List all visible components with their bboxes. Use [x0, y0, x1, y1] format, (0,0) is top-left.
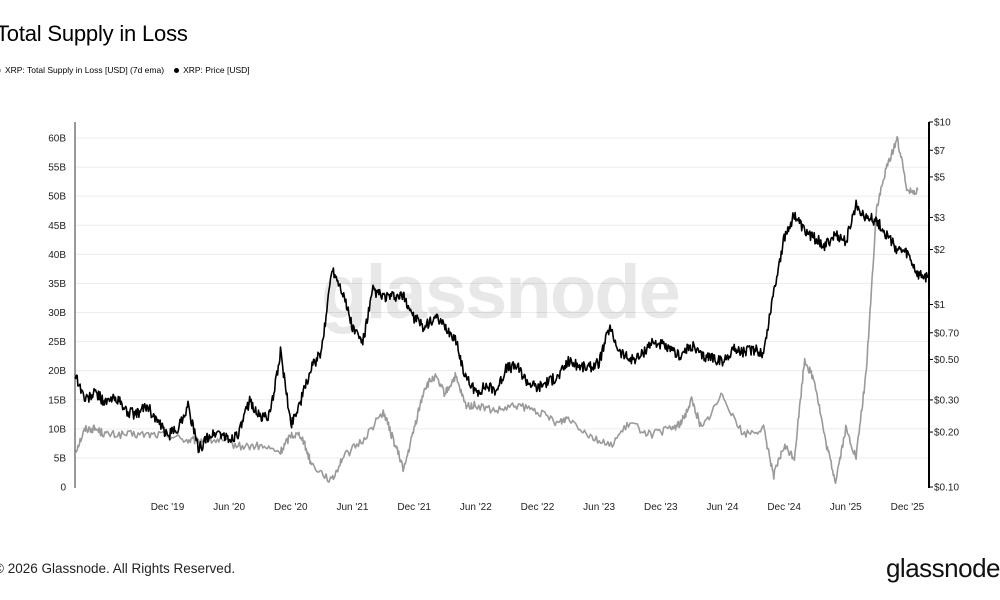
y-right-tick-label: $0.50 [934, 355, 959, 366]
footer-copyright: © 2026 Glassnode. All Rights Reserved. [0, 561, 236, 576]
y-right-tick-label: $0.20 [934, 428, 959, 439]
x-tick-label: Dec '23 [644, 502, 678, 513]
legend-dot-supply-in-loss [0, 67, 1, 73]
y-left-tick-label: 45B [48, 221, 66, 232]
y-right-tick-label: $7 [934, 146, 946, 157]
x-tick-label: Jun '24 [706, 502, 738, 513]
x-tick-label: Jun '21 [337, 502, 369, 513]
y-left-tick-label: 25B [48, 337, 66, 348]
y-left-tick-label: 35B [48, 279, 66, 290]
gridlines [75, 137, 928, 459]
chart-title: Total Supply in Loss [0, 21, 188, 46]
legend-label-supply-in-loss: XRP: Total Supply in Loss [USD] (7d ema) [5, 65, 165, 75]
x-tick-label: Dec '25 [891, 502, 925, 513]
y-left-tick-label: 10B [48, 424, 66, 435]
y-right-tick-label: $3 [934, 213, 946, 224]
x-tick-label: Jun '20 [213, 502, 245, 513]
legend-item-price[interactable]: XRP: Price [USD] [174, 65, 250, 75]
series-lines [74, 135, 929, 484]
glassnode-logo: glassnode [885, 553, 1000, 583]
y-right-tick-label: $1 [934, 300, 946, 311]
x-tick-label: Dec '24 [767, 502, 801, 513]
y-right-tick-label: $0.30 [934, 395, 959, 406]
watermark: glassnode [321, 250, 679, 335]
chart-legend: XRP: Total Supply in Loss [USD] (7d ema)… [0, 65, 250, 75]
y-right-tick-label: $2 [934, 245, 946, 256]
x-tick-label: Jun '23 [583, 502, 615, 513]
y-left-tick-label: 20B [48, 366, 66, 377]
series-supply-in-loss-line [74, 135, 919, 484]
x-tick-label: Jun '22 [460, 502, 492, 513]
x-tick-label: Dec '20 [274, 502, 308, 513]
legend-dot-price [174, 67, 180, 73]
y-left-tick-label: 0 [60, 483, 66, 494]
legend-label-price: XRP: Price [USD] [183, 65, 250, 75]
axes: 0 5B 10B 15B 20B 25B 30B 35B 40B 45B 50B 55B 60B $0.1… [48, 118, 959, 514]
y-right-tick-label: $0.10 [934, 483, 959, 494]
y-left-tick-label: 50B [48, 192, 66, 203]
y-left-tick-label: 15B [48, 395, 66, 406]
x-tick-label: Dec '19 [151, 502, 185, 513]
y-left-tick-label: 40B [48, 250, 66, 261]
y-left-tick-label: 5B [54, 453, 67, 464]
y-right-tick-label: $0.70 [934, 328, 959, 339]
y-right-tick-label: $10 [934, 118, 951, 129]
legend-item-supply-in-loss[interactable]: XRP: Total Supply in Loss [USD] (7d ema) [0, 65, 164, 75]
y-right-tick-label: $5 [934, 172, 946, 183]
y-left-tick-label: 60B [48, 134, 66, 145]
series-price-line [74, 199, 929, 454]
y-left-tick-label: 30B [48, 308, 66, 319]
y-left-tick-label: 55B [48, 163, 66, 174]
x-tick-label: Dec '22 [521, 502, 555, 513]
x-tick-label: Jun '25 [830, 502, 862, 513]
x-tick-label: Dec '21 [397, 502, 431, 513]
